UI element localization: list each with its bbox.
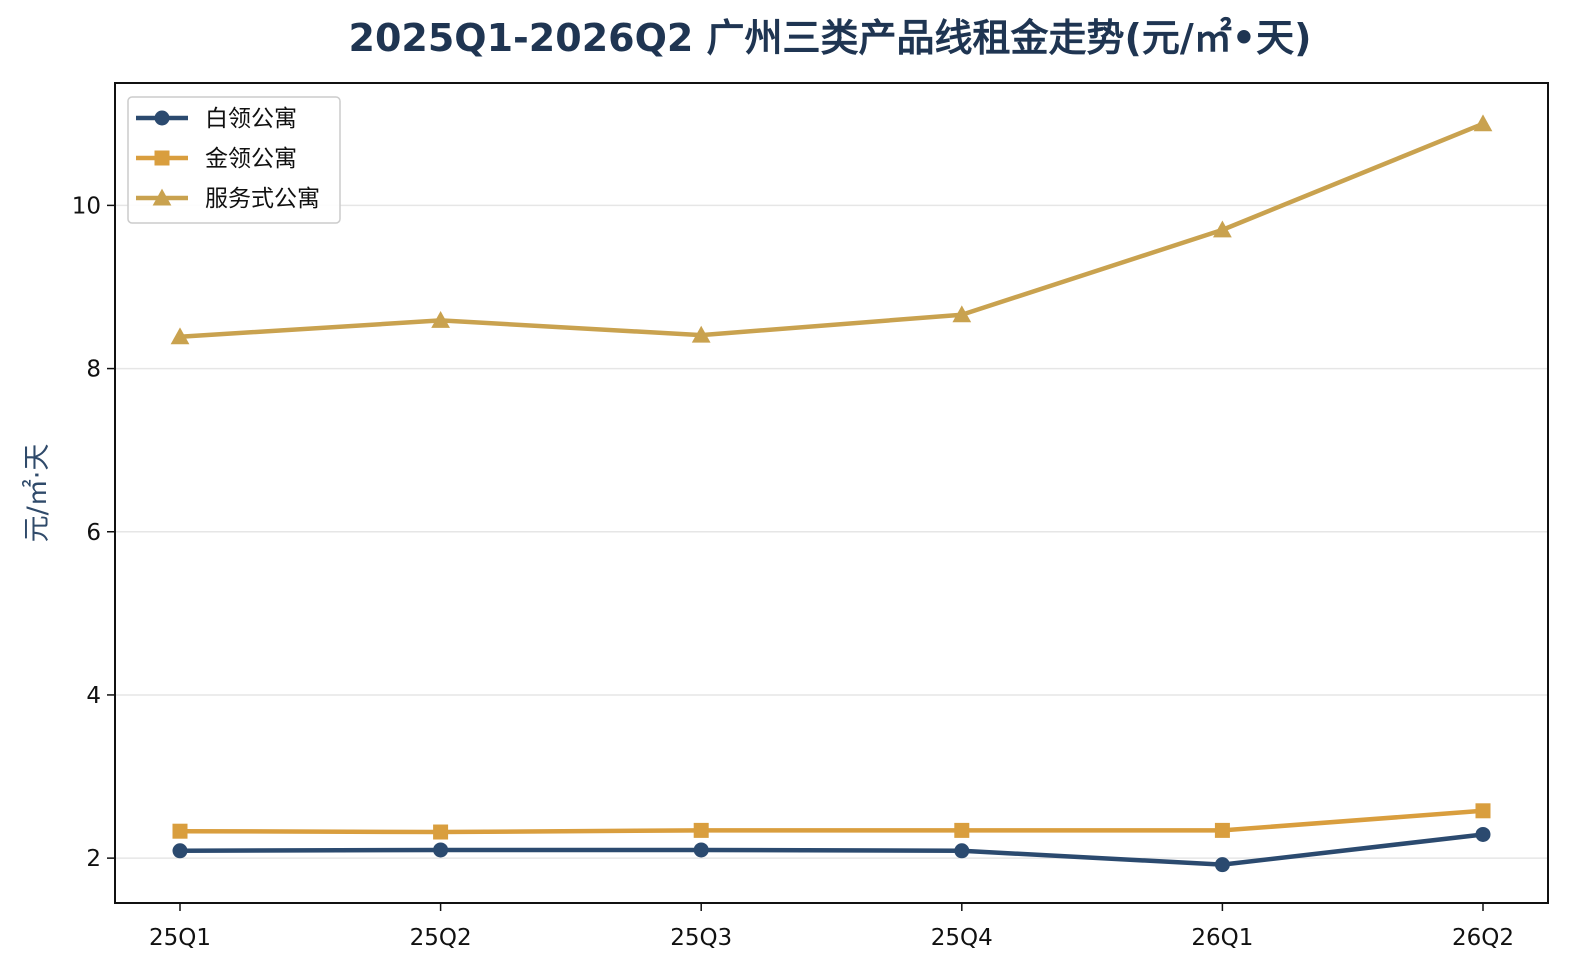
x-tick-label: 25Q3 bbox=[670, 925, 732, 951]
x-axis-ticks: 25Q1 25Q2 25Q3 25Q4 26Q1 26Q2 bbox=[149, 903, 1514, 951]
data-point bbox=[172, 843, 188, 859]
data-point bbox=[433, 842, 449, 858]
data-point bbox=[1213, 220, 1232, 238]
x-tick-label: 26Q2 bbox=[1452, 925, 1514, 951]
data-point bbox=[1214, 857, 1230, 873]
legend-label: 白领公寓 bbox=[205, 106, 297, 132]
legend-item: 白领公寓 bbox=[136, 106, 297, 132]
legend-marker bbox=[152, 188, 172, 206]
y-tick-label: 2 bbox=[86, 846, 101, 872]
data-point bbox=[433, 824, 449, 840]
data-point bbox=[693, 822, 709, 838]
data-point bbox=[954, 843, 970, 859]
series-3 bbox=[170, 114, 1493, 345]
legend-box bbox=[127, 96, 341, 224]
data-point bbox=[172, 823, 188, 839]
data-point bbox=[952, 305, 972, 323]
data-point bbox=[1214, 822, 1230, 838]
data-point bbox=[1473, 114, 1493, 132]
series-line bbox=[179, 808, 1484, 835]
grid-lines bbox=[115, 204, 1548, 859]
plot-frame bbox=[114, 82, 1549, 904]
series-2 bbox=[172, 803, 1491, 840]
series-1 bbox=[172, 826, 1491, 873]
data-point bbox=[954, 822, 970, 838]
series-line bbox=[179, 832, 1484, 867]
data-point bbox=[170, 327, 190, 345]
y-tick-label: 10 bbox=[72, 193, 101, 219]
x-tick-label: 26Q1 bbox=[1191, 925, 1253, 951]
legend-label: 服务式公寓 bbox=[205, 186, 320, 212]
y-tick-label: 4 bbox=[86, 683, 101, 709]
legend-item: 服务式公寓 bbox=[136, 186, 320, 212]
chart-title: 2025Q1-2026Q2 广州三类产品线租金走势(元/㎡•天) bbox=[349, 16, 1312, 60]
data-point bbox=[1475, 803, 1491, 819]
y-tick-label: 6 bbox=[86, 520, 101, 546]
legend-item: 金领公寓 bbox=[136, 146, 297, 172]
data-point bbox=[431, 311, 450, 328]
legend-marker bbox=[154, 110, 170, 126]
x-tick-label: 25Q2 bbox=[410, 925, 472, 951]
y-tick-label: 8 bbox=[86, 357, 101, 383]
data-point bbox=[691, 325, 711, 343]
data-point bbox=[1475, 826, 1491, 842]
series-line bbox=[179, 121, 1484, 339]
legend-marker bbox=[154, 150, 170, 166]
y-axis-label: 元/㎡·天 bbox=[22, 444, 53, 543]
x-tick-label: 25Q1 bbox=[149, 925, 211, 951]
x-tick-label: 25Q4 bbox=[931, 925, 993, 951]
series-lines bbox=[170, 114, 1493, 873]
legend-label: 金领公寓 bbox=[205, 146, 297, 172]
y-axis-ticks: 2 4 6 8 10 bbox=[72, 193, 115, 872]
data-point bbox=[693, 842, 709, 858]
